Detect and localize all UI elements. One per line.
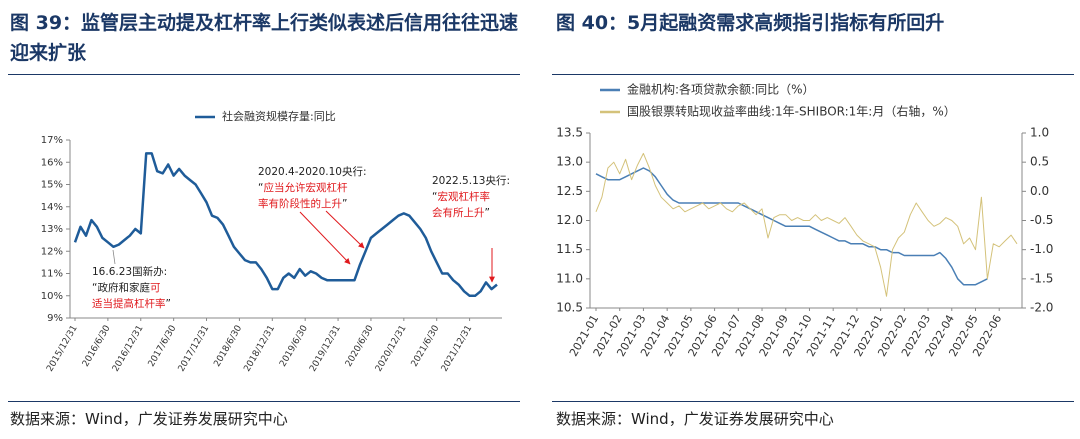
- y-tick-label: 13.5: [556, 126, 583, 140]
- annotation-text: ”: [485, 207, 490, 219]
- y2-tick-label: 1.0: [1030, 126, 1049, 140]
- title-rule: [8, 74, 520, 75]
- chart-title: 图 40：5月起融资需求高频指引指标有所回升: [556, 12, 945, 34]
- x-tick-label: 2018/12/31: [242, 324, 277, 374]
- annotation-arrow: [299, 211, 351, 265]
- legend-label: 金融机构:各项贷款余额:同比（%）: [627, 82, 815, 97]
- annotation-text: 2020.4-2020.10央行:: [258, 165, 367, 178]
- annotation-text: 16.6.23国新办:: [92, 265, 167, 278]
- x-tick-label: 2018/6/30: [212, 324, 244, 369]
- y-tick-label: 13%: [41, 224, 63, 235]
- annotation: 16.6.23国新办:: [92, 265, 167, 278]
- source-rule: [8, 401, 520, 402]
- x-tick-label: 2020/12/31: [374, 324, 409, 374]
- series-line: [73, 152, 498, 298]
- y2-tick-label: -2.0: [1030, 301, 1053, 315]
- x-tick-label: 2020/6/30: [344, 324, 376, 369]
- annotation-text: “政府和家庭: [92, 281, 150, 294]
- x-tick-label: 2019/12/31: [308, 324, 343, 374]
- legend-label: 国股银票转贴现收益率曲线:1年-SHIBOR:1年:月（右轴，%）: [627, 104, 956, 119]
- annotation-text: 2022.5.13央行:: [432, 174, 510, 187]
- y-tick-label: 11.0: [556, 271, 583, 285]
- source-note: 数据来源：Wind，广发证券发展研究中心: [10, 410, 288, 428]
- x-tick-label: 2019/6/30: [278, 324, 310, 369]
- annotation: “宏观杠杆率: [432, 190, 490, 203]
- source-rule: [552, 401, 1074, 402]
- annotation-text: 率有阶段性的上升: [258, 197, 342, 210]
- y-tick-label: 11.5: [556, 242, 583, 256]
- annotation: 2022.5.13央行:: [432, 174, 510, 187]
- y-tick-label: 12%: [41, 246, 63, 257]
- y2-tick-label: -1.0: [1030, 242, 1053, 256]
- title-rule: [552, 74, 1074, 75]
- annotation-leader: [112, 249, 116, 265]
- y-tick-label: 10%: [41, 291, 63, 302]
- annotation: 适当提高杠杆率”: [92, 297, 171, 310]
- x-tick-label: 2016/12/31: [111, 324, 146, 374]
- annotation: 2020.4-2020.10央行:: [258, 165, 367, 178]
- annotation-text: 会有所上升: [432, 206, 485, 219]
- annotation-text: 适当提高杠杆率: [92, 297, 166, 310]
- annotation-text: 宏观杠杆率: [437, 190, 490, 203]
- x-tick-label: 2016/6/30: [81, 324, 113, 369]
- y2-tick-label: 0.5: [1030, 155, 1049, 169]
- x-tick-label: 2021/6/30: [410, 324, 442, 369]
- annotation-text: 应当允许宏观杠杆: [263, 181, 347, 194]
- y-tick-label: 17%: [41, 135, 63, 146]
- annotation-text: ”: [342, 198, 347, 210]
- y2-tick-label: -0.5: [1030, 213, 1053, 227]
- annotation-text: 可: [150, 282, 161, 294]
- source-note: 数据来源：Wind，广发证券发展研究中心: [556, 410, 834, 428]
- y-tick-label: 10.5: [556, 301, 583, 315]
- y-tick-label: 14%: [41, 202, 63, 213]
- y-tick-label: 12.5: [556, 184, 583, 198]
- chart-title: 图 39：监管层主动提及杠杆率上行类似表述后信用往往迅速迎来扩张: [10, 12, 519, 64]
- x-tick-label: 2017/6/30: [147, 324, 179, 369]
- y-tick-label: 9%: [47, 313, 63, 324]
- annotation-text: ”: [166, 298, 171, 310]
- annotation: “政府和家庭可: [92, 281, 160, 294]
- y-tick-label: 11%: [41, 269, 63, 280]
- x-tick-label: 2015/12/31: [45, 324, 80, 374]
- series-line: [595, 152, 1018, 297]
- x-tick-label: 2017/12/31: [177, 324, 212, 374]
- y-tick-label: 15%: [41, 180, 63, 191]
- y-tick-label: 16%: [41, 157, 63, 168]
- y-tick-label: 13.0: [556, 155, 583, 169]
- annotation: 会有所上升”: [432, 206, 490, 219]
- annotation-text: “: [258, 182, 263, 194]
- y2-tick-label: -1.5: [1030, 271, 1053, 285]
- x-tick-label: 2021/12/31: [440, 324, 475, 374]
- annotation-arrow: [325, 210, 365, 249]
- legend-label: 社会融资规模存量:同比: [222, 109, 336, 123]
- annotation: 率有阶段性的上升”: [258, 197, 347, 210]
- y2-tick-label: 0.0: [1030, 184, 1049, 198]
- y-tick-label: 12.0: [556, 213, 583, 227]
- annotation-text: “: [432, 191, 437, 203]
- series-line: [595, 167, 988, 286]
- annotation: “应当允许宏观杠杆: [258, 181, 348, 194]
